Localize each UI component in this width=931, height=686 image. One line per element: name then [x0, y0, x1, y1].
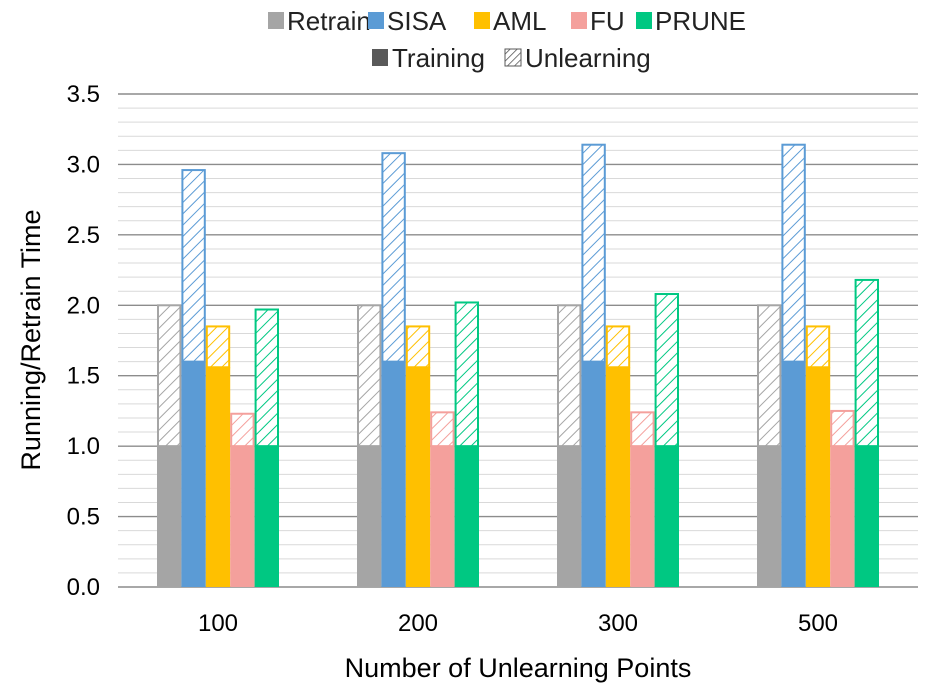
legend-label: AML	[493, 6, 546, 36]
bar-training-aml-300	[605, 367, 631, 587]
bar-training-prune-100	[254, 446, 279, 587]
x-tick-label: 200	[398, 610, 438, 637]
x-tick-label: 300	[598, 610, 638, 637]
bar-unlearning-sisa-100	[181, 169, 206, 363]
legend-item-retrain: Retrain	[268, 6, 371, 36]
x-tick-label: 100	[198, 610, 238, 637]
x-axis-title: Number of Unlearning Points	[345, 653, 692, 683]
legend-label: Unlearning	[525, 43, 651, 73]
legend-item-unlearning: Unlearning	[504, 43, 651, 73]
bar-training-retrain-300	[557, 446, 582, 587]
bar-training-prune-300	[654, 446, 679, 587]
legend-item-training: Training	[372, 43, 485, 73]
legend-swatch	[268, 12, 284, 29]
bar-unlearning-sisa-500	[781, 143, 806, 363]
bar-training-fu-200	[430, 446, 455, 587]
legend-label: SISA	[387, 6, 447, 36]
legend-swatch	[368, 12, 384, 29]
legend: Retrain SISA AML FU PRUNE Training Unlearning	[268, 6, 746, 73]
y-tick-label: 0.5	[67, 504, 100, 531]
bar-training-retrain-200	[357, 446, 382, 587]
y-tick-label: 1.5	[67, 363, 100, 390]
bar-unlearning-aml-100	[205, 325, 231, 369]
x-tick-label: 500	[798, 610, 838, 637]
bar-training-sisa-500	[781, 361, 806, 587]
bar-unlearning-prune-500	[854, 278, 879, 448]
y-tick-label: 3.0	[67, 151, 100, 178]
legend-item-prune: PRUNE	[636, 6, 746, 36]
bar-unlearning-fu-300	[630, 411, 655, 448]
bar-training-sisa-200	[381, 361, 406, 587]
bar-training-fu-300	[630, 446, 655, 587]
bar-unlearning-retrain-100	[157, 304, 182, 448]
legend-item-sisa: SISA	[368, 6, 447, 36]
legend-label: Training	[392, 43, 485, 73]
bar-training-aml-500	[805, 367, 831, 587]
y-axis-title: Running/Retrain Time	[16, 209, 46, 470]
bar-training-sisa-100	[181, 361, 206, 587]
y-tick-label: 0.0	[67, 574, 100, 601]
bar-unlearning-aml-500	[805, 325, 831, 369]
bar-unlearning-aml-200	[405, 325, 431, 369]
bar-unlearning-fu-200	[430, 411, 455, 448]
bar-training-fu-100	[230, 446, 255, 587]
bar-training-retrain-100	[157, 446, 182, 587]
legend-label: PRUNE	[655, 6, 746, 36]
bar-unlearning-sisa-200	[381, 152, 406, 363]
bar-training-retrain-500	[757, 446, 782, 587]
legend-swatch	[372, 49, 388, 66]
x-tick-labels: 100 200 300 500	[198, 610, 838, 637]
bar-unlearning-fu-500	[830, 409, 855, 448]
bar-training-fu-500	[830, 446, 855, 587]
bar-unlearning-sisa-300	[581, 143, 606, 363]
bars	[157, 143, 879, 587]
y-tick-label: 2.0	[67, 292, 100, 319]
y-tick-label: 3.5	[67, 81, 100, 108]
legend-label: Retrain	[287, 6, 371, 36]
y-tick-label: 2.5	[67, 222, 100, 249]
bar-training-sisa-300	[581, 361, 606, 587]
legend-swatch	[571, 12, 587, 29]
y-tick-label: 1.0	[67, 433, 100, 460]
bar-unlearning-fu-100	[230, 412, 255, 448]
bar-training-aml-100	[205, 367, 231, 587]
bar-unlearning-retrain-300	[557, 304, 582, 448]
y-tick-labels: 0.0 0.5 1.0 1.5 2.0 2.5 3.0 3.5	[67, 81, 100, 601]
bar-unlearning-prune-200	[454, 301, 480, 448]
bar-training-prune-500	[854, 446, 879, 587]
legend-swatch	[474, 12, 490, 29]
legend-item-fu: FU	[571, 6, 625, 36]
bar-training-prune-200	[454, 446, 479, 587]
bar-unlearning-retrain-500	[757, 304, 782, 448]
bar-unlearning-prune-300	[654, 293, 679, 448]
bar-unlearning-prune-100	[254, 308, 280, 448]
bar-unlearning-retrain-200	[357, 304, 382, 448]
bar-unlearning-aml-300	[605, 325, 631, 369]
legend-swatch	[636, 12, 652, 29]
legend-label: FU	[590, 6, 625, 36]
legend-item-aml: AML	[474, 6, 546, 36]
legend-swatch	[504, 48, 522, 67]
bar-training-aml-200	[405, 367, 431, 587]
